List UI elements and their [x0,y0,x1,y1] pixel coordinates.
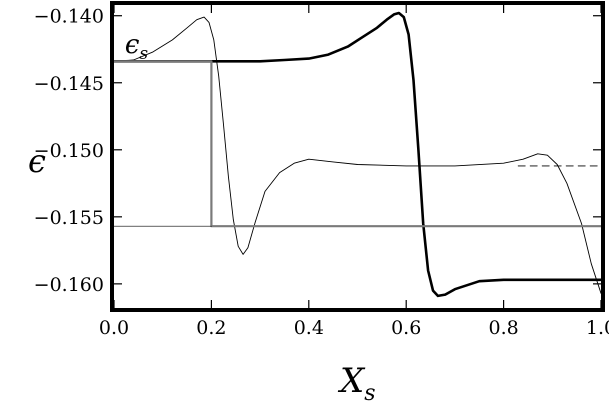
x-axis-label-sub: s [364,381,375,402]
tick-layer: 0.0 0.2 0.4 0.6 0.8 1.0 −0.140 −0.145 −0.150 −0.1… [34,5,609,339]
annotation-0-main: ϵ [125,30,140,60]
x-tick-label-2: 0.4 [294,317,324,339]
series-gray-step [112,60,603,228]
x-tick-label-3: 0.6 [391,317,421,339]
x-tick-label-4: 0.8 [488,317,518,339]
annotation-0: ϵs [125,30,149,64]
x-tick-label-5: 1.0 [586,317,609,339]
x-axis-label: Xs [337,361,376,402]
x-tick-label-1: 0.2 [196,317,226,339]
y-tick-label-1: −0.145 [34,73,104,95]
plot-frame [110,1,605,312]
annotation-layer: ϵs [125,30,149,64]
y-tick-label-4: −0.160 [34,274,104,296]
series-thin-black [113,16,602,294]
series-layer [112,11,603,298]
x-axis-label-main: X [337,361,366,401]
series-thick-black [112,11,603,298]
y-tick-label-0: −0.140 [34,6,104,28]
y-tick-label-3: −0.155 [34,207,104,229]
y-axis-label: ϵ [28,142,46,180]
annotation-0-sub: s [139,44,148,64]
y-tick-label-2: −0.150 [34,140,104,162]
x-tick-label-0: 0.0 [99,317,129,339]
